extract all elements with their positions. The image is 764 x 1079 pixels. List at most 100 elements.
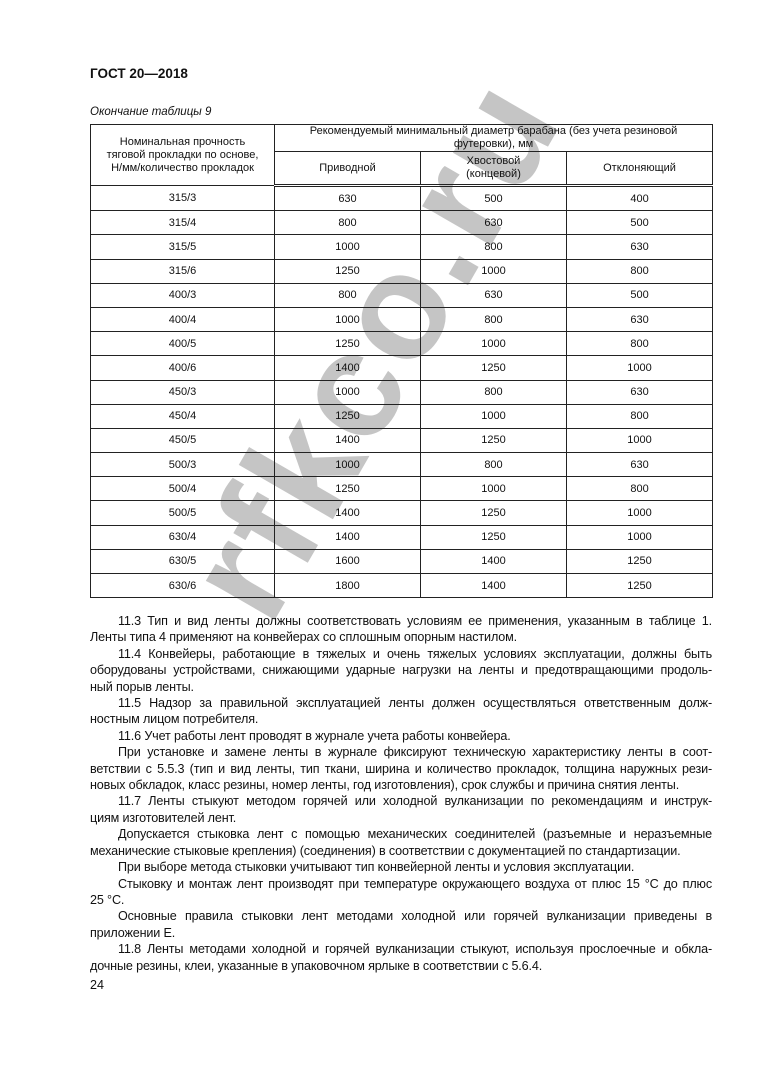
paragraph: Стыковку и монтаж лент производят при те… xyxy=(90,876,712,909)
table-row: 400/6 1400 1250 1000 xyxy=(90,355,714,381)
table-cell: 315/6 xyxy=(90,258,275,284)
table-cell: 630 xyxy=(420,210,567,236)
text-line: ветствии с 5.5.3 (тип и вид ленты, тип т… xyxy=(90,761,712,776)
paragraph: 11.8 Ленты методами холодной и горячей в… xyxy=(90,941,712,974)
text-line: При установке и замене ленты в журнале ф… xyxy=(118,745,712,760)
text-line: Стыковку и монтаж лент производят при те… xyxy=(118,876,712,891)
text-line: 25 °С. xyxy=(90,892,125,907)
table-cell: 400/6 xyxy=(90,355,275,381)
table-cell: 1250 xyxy=(420,355,567,381)
paragraph: 11.6 Учет работы лент проводят в журнале… xyxy=(90,728,712,744)
table-cell: 500 xyxy=(565,210,714,236)
table-row: 315/4 800 630 500 xyxy=(90,210,714,236)
paragraph: При установке и замене ленты в журнале ф… xyxy=(90,744,712,793)
table-row: 500/4 1250 1000 800 xyxy=(90,476,714,502)
table-cell: 800 xyxy=(420,306,567,333)
table-row: 630/6 1800 1400 1250 xyxy=(90,572,714,599)
text-line: 11.7 Ленты стыкуют методом горячей или х… xyxy=(118,794,712,809)
col-header-tail: Хвостовой (концевой) xyxy=(420,151,567,187)
table-cell: 1000 xyxy=(274,379,421,405)
table-cell: 1000 xyxy=(565,500,714,526)
table-caption: Окончание таблицы 9 xyxy=(90,106,212,118)
table-cell: 1250 xyxy=(420,427,567,454)
table-cell: 1600 xyxy=(274,548,421,575)
body-text: 11.3 Тип и вид ленты должны соответствов… xyxy=(90,613,712,974)
page-number: 24 xyxy=(90,978,105,992)
table-cell: 1400 xyxy=(274,427,421,454)
table-cell: 1250 xyxy=(274,403,421,429)
table-cell: 1400 xyxy=(274,500,421,526)
table-cell: 630/6 xyxy=(90,572,275,599)
text-line: ный порыв ленты. xyxy=(90,679,194,694)
table-row: 400/5 1250 1000 800 xyxy=(90,331,714,357)
col-header-deflection: Отклоняющий xyxy=(565,151,714,187)
table-cell: 1400 xyxy=(420,548,567,575)
table-cell: 450/3 xyxy=(90,379,275,405)
table-cell: 1800 xyxy=(274,572,421,599)
table-cell: 1400 xyxy=(274,524,421,550)
text-line: Основные правила стыковки лент методами … xyxy=(118,909,712,924)
table-cell: 1000 xyxy=(565,427,714,454)
table-cell: 1250 xyxy=(565,572,714,599)
table-cell: 1250 xyxy=(274,331,421,357)
table-cell: 500 xyxy=(565,282,714,308)
text-line: новых обкладок, класс резины, номер лент… xyxy=(90,778,680,793)
text-line: оборудованы устройствами, снижающими уда… xyxy=(90,663,712,678)
table-cell: 630/5 xyxy=(90,548,275,575)
col-header-strength: Номинальная прочность тяговой прокладки … xyxy=(90,124,275,186)
table-row: 400/3 800 630 500 xyxy=(90,282,714,308)
text-line: Ленты типа 4 применяют на конвейерах со … xyxy=(90,630,517,645)
table-cell: 315/3 xyxy=(90,184,275,212)
table-cell: 630 xyxy=(565,306,714,333)
table-cell: 1250 xyxy=(420,524,567,550)
table-cell: 630 xyxy=(420,282,567,308)
text-line: При выборе метода стыковки учитывают тип… xyxy=(118,860,635,875)
table-cell: 1250 xyxy=(274,476,421,502)
table-row: 500/5 1400 1250 1000 xyxy=(90,500,714,526)
text-line: 11.3 Тип и вид ленты должны соответствов… xyxy=(118,614,712,628)
paragraph: 11.4 Конвейеры, работающие в тяжелых и о… xyxy=(90,646,712,695)
text-line: ностным лицом потребителя. xyxy=(90,712,259,727)
table-cell: 800 xyxy=(565,476,714,502)
paragraph: 11.7 Ленты стыкуют методом горячей или х… xyxy=(90,793,712,826)
table-cell: 1250 xyxy=(565,548,714,575)
table-cell: 450/4 xyxy=(90,403,275,429)
table-cell: 800 xyxy=(565,331,714,357)
paragraph: Основные правила стыковки лент методами … xyxy=(90,908,712,941)
table-row: 450/3 1000 800 630 xyxy=(90,379,714,405)
table-cell: 1000 xyxy=(420,258,567,284)
table-cell: 1000 xyxy=(274,452,421,478)
text-line: механические стыковые крепления) (соедин… xyxy=(90,843,681,858)
table-cell: 500/5 xyxy=(90,500,275,526)
table-cell: 1000 xyxy=(565,524,714,550)
table-row: 630/5 1600 1400 1250 xyxy=(90,548,714,575)
table-cell: 800 xyxy=(420,234,567,260)
table-cell: 450/5 xyxy=(90,427,275,454)
table-row: 315/3 630 500 400 xyxy=(90,184,714,212)
text-line: 11.5 Надзор за правильной эксплуатацией … xyxy=(118,696,712,711)
table-cell: 1250 xyxy=(420,500,567,526)
table-cell: 630 xyxy=(565,379,714,405)
table-cell: 315/4 xyxy=(90,210,275,236)
table-cell: 800 xyxy=(420,452,567,478)
table-cell: 1400 xyxy=(274,355,421,381)
text-line: дочные резины, клеи, указанные в упаково… xyxy=(90,958,543,973)
table-cell: 800 xyxy=(565,258,714,284)
text-line: 11.8 Ленты методами холодной и горячей в… xyxy=(118,942,712,957)
table-cell: 500 xyxy=(420,184,567,212)
table-row: 400/4 1000 800 630 xyxy=(90,306,714,333)
table-cell: 400/4 xyxy=(90,306,275,333)
table-row: 450/4 1250 1000 800 xyxy=(90,403,714,429)
drum-diameter-table: Номинальная прочность тяговой прокладки … xyxy=(90,124,714,599)
group-header-diameter: Рекомендуемый минимальный диаметр бараба… xyxy=(273,124,714,152)
col-header-drive: Приводной xyxy=(274,151,421,187)
table-cell: 800 xyxy=(565,403,714,429)
paragraph: 11.5 Надзор за правильной эксплуатацией … xyxy=(90,695,712,728)
text-line: 11.6 Учет работы лент проводят в журнале… xyxy=(118,728,511,743)
text-line: циям изготовителей лент. xyxy=(90,810,237,825)
table-cell: 1000 xyxy=(274,306,421,333)
table-row: 500/3 1000 800 630 xyxy=(90,452,714,478)
table-row: 630/4 1400 1250 1000 xyxy=(90,524,714,550)
table-cell: 630 xyxy=(565,234,714,260)
table-cell: 630/4 xyxy=(90,524,275,550)
